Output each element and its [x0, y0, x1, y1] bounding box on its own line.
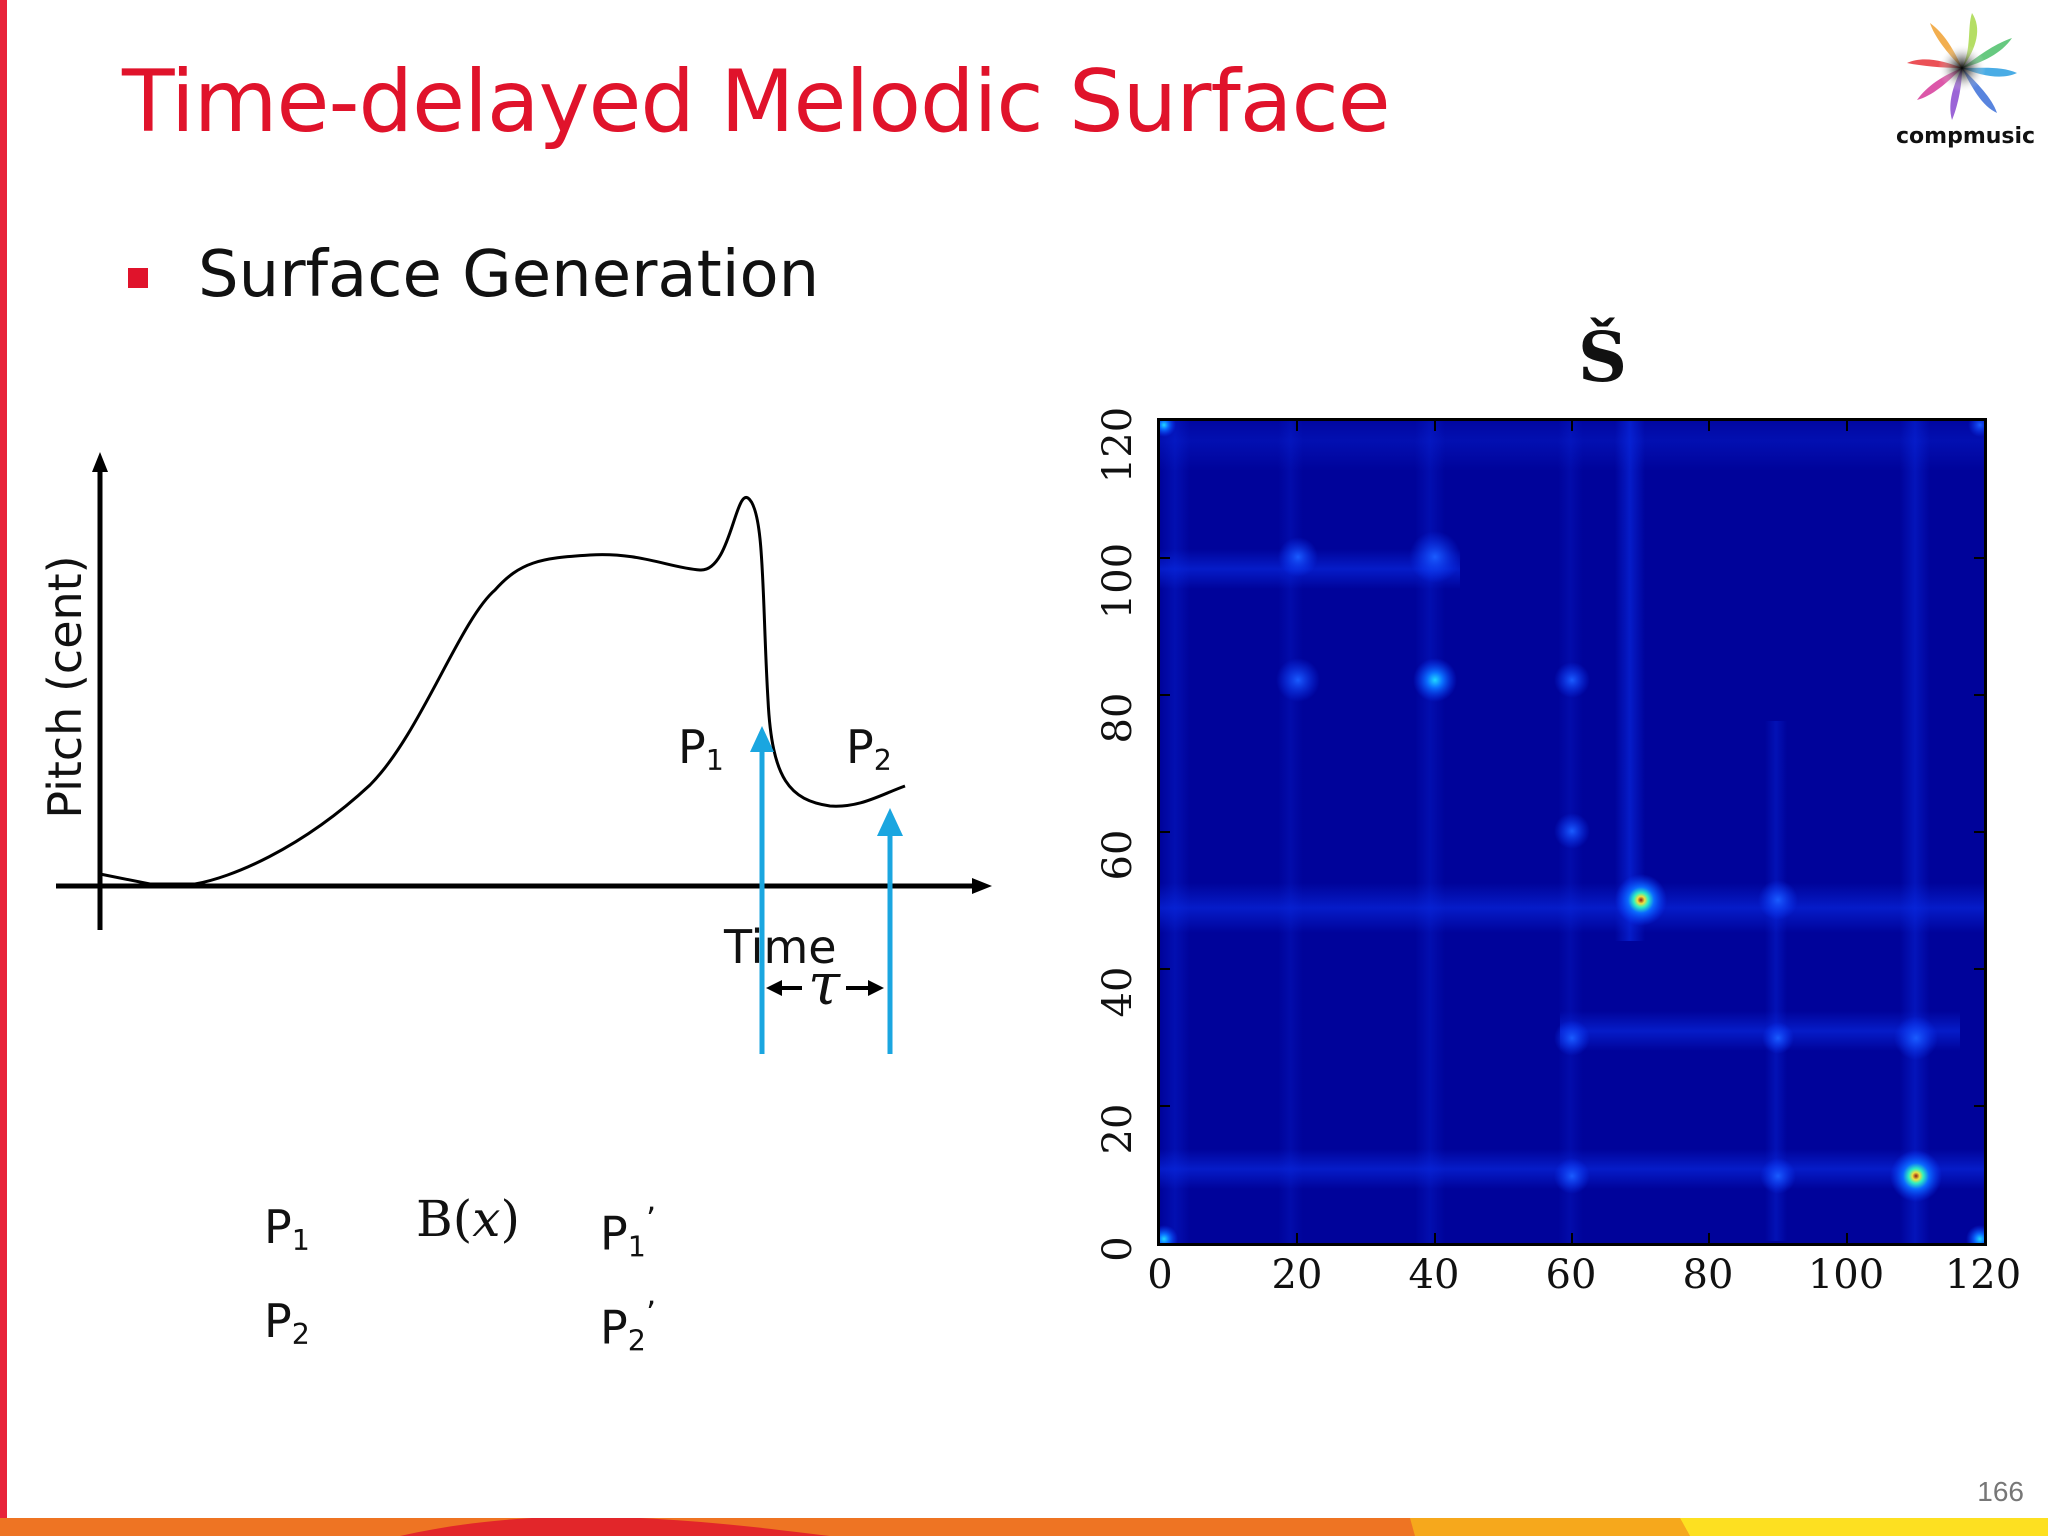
p1-label: P1 [678, 720, 724, 778]
output-p2-prime: P2’ [600, 1294, 657, 1358]
compmusic-logo: compmusic [1896, 8, 2036, 154]
p2-arrowhead-icon [877, 808, 903, 836]
slide-title: Time-delayed Melodic Surface [122, 52, 1391, 152]
y-tick-80: 80 [1095, 692, 1141, 744]
input-p1: P1 [264, 1200, 310, 1258]
bullet-surface-generation: Surface Generation [198, 238, 820, 312]
x-axis-arrow-icon [972, 878, 992, 894]
transform-function-label: B(x) [416, 1190, 520, 1248]
x-tick-0: 0 [1147, 1252, 1173, 1298]
y-tick-60: 60 [1095, 829, 1141, 881]
tau-label: τ [808, 950, 841, 1018]
footer-band [0, 1518, 2048, 1536]
compmusic-flower-icon [1907, 13, 2017, 120]
slide-left-accent-bar [0, 0, 7, 1518]
x-tick-120: 120 [1944, 1252, 2022, 1298]
x-tick-20: 20 [1271, 1252, 1323, 1298]
heatmap-plot-area [1157, 418, 1987, 1246]
x-tick-40: 40 [1408, 1252, 1460, 1298]
x-axis-label: Time [724, 920, 837, 974]
page-number: 166 [1977, 1476, 2024, 1507]
output-p1-prime: P1’ [600, 1200, 657, 1264]
tau-left-arrow-icon [766, 980, 782, 996]
x-tick-60: 60 [1545, 1252, 1597, 1298]
y-axis-arrow-icon [92, 452, 108, 472]
y-tick-120: 120 [1095, 406, 1141, 484]
p1-arrowhead-icon [750, 726, 774, 752]
pitch-contour-diagram [56, 452, 992, 1054]
y-tick-20: 20 [1095, 1103, 1141, 1155]
p2-label: P2 [846, 720, 892, 778]
heatmap-title: Š [1578, 318, 1628, 398]
x-tick-80: 80 [1682, 1252, 1734, 1298]
heatmap-image [1160, 421, 1984, 1243]
y-tick-100: 100 [1095, 542, 1141, 620]
y-tick-40: 40 [1095, 966, 1141, 1018]
bullet-marker [128, 268, 148, 288]
x-tick-100: 100 [1807, 1252, 1885, 1298]
tau-right-arrow-icon [868, 980, 884, 996]
y-axis-label: Pitch (cent) [38, 555, 92, 819]
pitch-contour-line [99, 496, 906, 886]
input-p2: P2 [264, 1294, 310, 1352]
logo-text: compmusic [1896, 124, 2036, 149]
